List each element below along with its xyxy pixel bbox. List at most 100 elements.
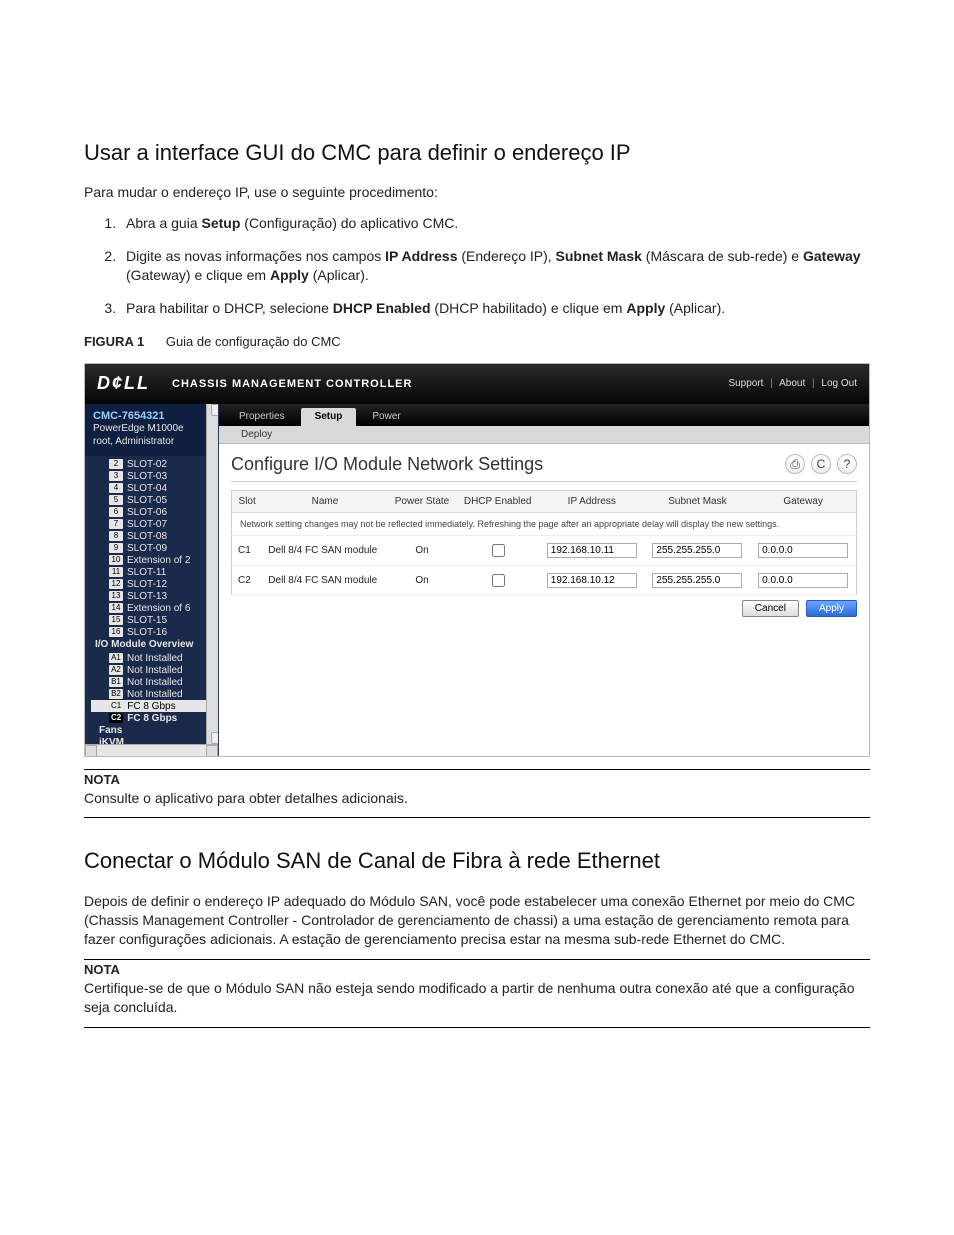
print-icon[interactable]: ⎙	[785, 454, 805, 474]
cell-dhcp	[456, 565, 539, 595]
step-1: Abra a guia Setup (Configuração) do apli…	[120, 214, 870, 233]
link-support[interactable]: Support	[728, 378, 763, 389]
sidebar-slots: 2SLOT-023SLOT-034SLOT-045SLOT-056SLOT-06…	[85, 456, 218, 638]
sidebar-io-item[interactable]: C2FC 8 Gbps	[91, 712, 218, 724]
cancel-button[interactable]: Cancel	[742, 600, 799, 617]
sidebar-io-item[interactable]: A1Not Installed	[91, 652, 218, 664]
rule	[84, 959, 870, 960]
scroll-down-icon[interactable]	[211, 732, 219, 744]
steps-list: Abra a guia Setup (Configuração) do apli…	[84, 214, 870, 318]
cell-dhcp	[456, 535, 539, 565]
gateway-input[interactable]	[758, 573, 848, 588]
scroll-up-icon[interactable]	[211, 404, 219, 416]
tabs-primary: PropertiesSetupPower	[219, 404, 869, 426]
sidebar-slot-item[interactable]: 2SLOT-02	[91, 458, 218, 470]
table-note: Network setting changes may not be refle…	[232, 512, 857, 535]
cell-power: On	[388, 565, 457, 595]
scroll-left-icon[interactable]	[85, 745, 97, 756]
refresh-icon[interactable]: C	[811, 454, 831, 474]
config-table: SlotNamePower StateDHCP EnabledIP Addres…	[231, 490, 857, 596]
dhcp-checkbox[interactable]	[492, 544, 505, 557]
cmc-header-title: CHASSIS MANAGEMENT CONTROLLER	[172, 378, 412, 390]
tab-properties[interactable]: Properties	[225, 408, 299, 426]
intro-text: Para mudar o endereço IP, use o seguinte…	[84, 184, 870, 200]
rule	[84, 1027, 870, 1028]
sidebar-ident: CMC-7654321 PowerEdge M1000e root, Admin…	[85, 404, 218, 457]
figure-label: FIGURA 1 Guia de configuração do CMC	[84, 334, 870, 349]
link-about[interactable]: About	[779, 378, 805, 389]
nota1-body: Consulte o aplicativo para obter detalhe…	[84, 789, 870, 808]
sidebar-slot-item[interactable]: 3SLOT-03	[91, 470, 218, 482]
cmc-main: PropertiesSetupPower Deploy Configure I/…	[219, 404, 869, 756]
sidebar-io-item[interactable]: A2Not Installed	[91, 664, 218, 676]
rule	[84, 769, 870, 770]
ip-input[interactable]	[547, 573, 637, 588]
table-row: C1Dell 8/4 FC SAN moduleOn	[232, 535, 857, 565]
dhcp-checkbox[interactable]	[492, 574, 505, 587]
table-col-header: Subnet Mask	[645, 490, 751, 512]
step-3: Para habilitar o DHCP, selecione DHCP En…	[120, 299, 870, 318]
sidebar-io-item[interactable]: B1Not Installed	[91, 676, 218, 688]
link-logout[interactable]: Log Out	[821, 378, 857, 389]
table-col-header: Name	[262, 490, 387, 512]
tabs-secondary: Deploy	[219, 426, 869, 444]
sidebar-slot-item[interactable]: 9SLOT-09	[91, 542, 218, 554]
nota2-body: Certifique-se de que o Módulo SAN não es…	[84, 979, 870, 1017]
step-2: Digite as novas informações nos campos I…	[120, 247, 870, 285]
sidebar-hscroll[interactable]	[85, 744, 218, 756]
gateway-input[interactable]	[758, 543, 848, 558]
tab-setup[interactable]: Setup	[301, 408, 357, 426]
dell-logo: D¢LL	[97, 373, 150, 394]
sidebar-vscroll[interactable]	[206, 404, 218, 744]
content-header: Configure I/O Module Network Settings ⎙ …	[231, 454, 857, 482]
sidebar-slot-item[interactable]: 12SLOT-12	[91, 578, 218, 590]
ip-input[interactable]	[547, 543, 637, 558]
cmc-screenshot: D¢LL CHASSIS MANAGEMENT CONTROLLER Suppo…	[84, 363, 870, 757]
sidebar-slot-item[interactable]: 4SLOT-04	[91, 482, 218, 494]
cell-name: Dell 8/4 FC SAN module	[262, 565, 387, 595]
sidebar-slot-item[interactable]: 6SLOT-06	[91, 506, 218, 518]
scroll-right-icon[interactable]	[206, 745, 218, 756]
sidebar-slot-item[interactable]: 8SLOT-08	[91, 530, 218, 542]
sidebar-slot-item[interactable]: 14Extension of 6	[91, 602, 218, 614]
cell-name: Dell 8/4 FC SAN module	[262, 535, 387, 565]
cmc-header: D¢LL CHASSIS MANAGEMENT CONTROLLER Suppo…	[85, 364, 869, 404]
cmc-header-links: Support | About | Log Out	[728, 378, 857, 389]
sidebar-io-item[interactable]: C1FC 8 Gbps	[91, 700, 218, 712]
sidebar-slot-item[interactable]: 7SLOT-07	[91, 518, 218, 530]
sidebar-slot-item[interactable]: 16SLOT-16	[91, 626, 218, 638]
step1-setup: Setup	[202, 215, 241, 231]
table-col-header: Slot	[232, 490, 263, 512]
table-col-header: DHCP Enabled	[456, 490, 539, 512]
sidebar-io-items: A1Not InstalledA2Not InstalledB1Not Inst…	[85, 650, 218, 724]
sidebar-bottom-item[interactable]: Fans	[85, 724, 218, 736]
table-col-header: IP Address	[539, 490, 645, 512]
para2: Depois de definir o endereço IP adequado…	[84, 892, 870, 949]
sidebar-slot-item[interactable]: 11SLOT-11	[91, 566, 218, 578]
help-icon[interactable]: ?	[837, 454, 857, 474]
sidebar-slot-item[interactable]: 15SLOT-15	[91, 614, 218, 626]
mask-input[interactable]	[652, 573, 742, 588]
nota1-label: NOTA	[84, 772, 870, 787]
sidebar-io-overview[interactable]: I/O Module Overview	[85, 638, 218, 650]
heading-use-gui: Usar a interface GUI do CMC para definir…	[84, 140, 870, 166]
sidebar-io-item[interactable]: B2Not Installed	[91, 688, 218, 700]
table-row: C2Dell 8/4 FC SAN moduleOn	[232, 565, 857, 595]
cell-slot: C1	[232, 535, 263, 565]
nota2-label: NOTA	[84, 962, 870, 977]
step1-c: (Configuração) do aplicativo CMC.	[240, 215, 458, 231]
table-col-header: Power State	[388, 490, 457, 512]
rule	[84, 817, 870, 818]
table-col-header: Gateway	[750, 490, 856, 512]
sidebar-slot-item[interactable]: 5SLOT-05	[91, 494, 218, 506]
page-title: Configure I/O Module Network Settings	[231, 454, 543, 475]
sidebar-slot-item[interactable]: 10Extension of 2	[91, 554, 218, 566]
cell-slot: C2	[232, 565, 263, 595]
sidebar-slot-item[interactable]: 13SLOT-13	[91, 590, 218, 602]
cell-power: On	[388, 535, 457, 565]
tab-power[interactable]: Power	[358, 408, 414, 426]
subtab-deploy[interactable]: Deploy	[229, 429, 284, 440]
mask-input[interactable]	[652, 543, 742, 558]
apply-button[interactable]: Apply	[806, 600, 857, 617]
heading-connect-ethernet: Conectar o Módulo SAN de Canal de Fibra …	[84, 848, 870, 874]
